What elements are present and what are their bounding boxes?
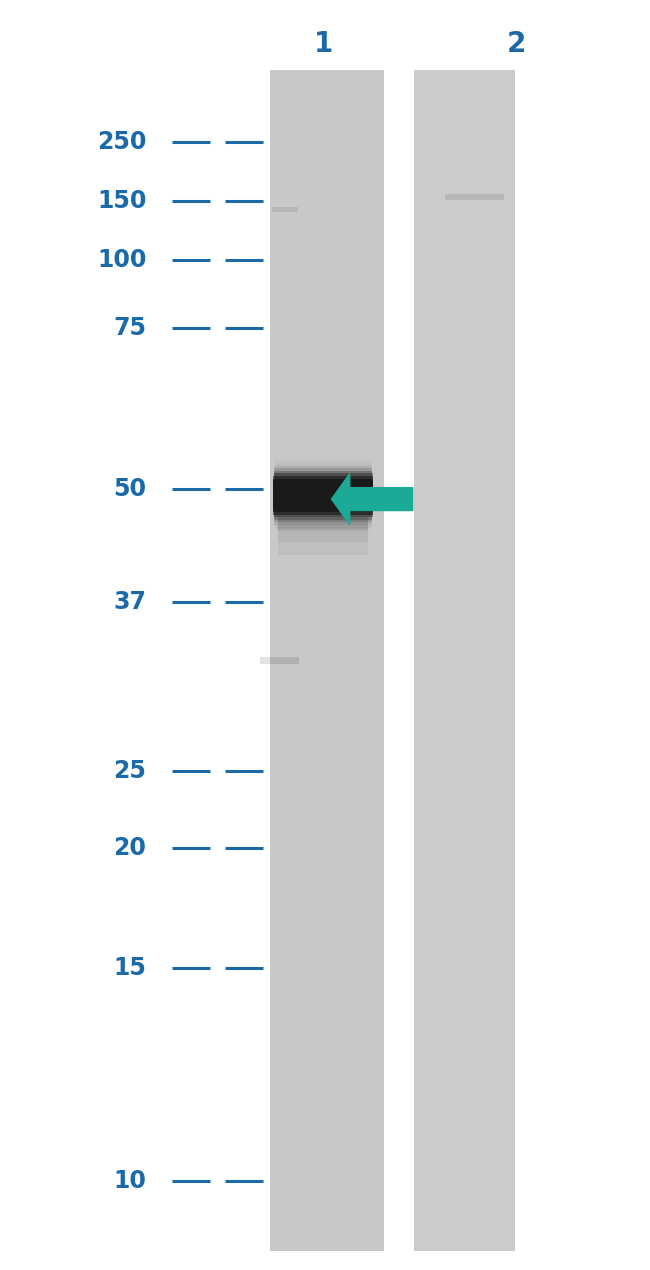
FancyArrow shape [332,474,413,525]
Text: 1: 1 [313,30,333,58]
Bar [273,479,373,512]
Bar [274,471,372,519]
Bar [278,517,369,530]
Text: 15: 15 [113,956,146,979]
Bar [274,466,372,525]
Bar [274,469,372,522]
Text: 75: 75 [113,316,146,339]
Bar [274,476,372,514]
Bar [270,70,384,1251]
Text: 25: 25 [113,759,146,782]
Bar [273,481,373,509]
Bar [275,461,371,530]
Bar [278,530,369,542]
Text: 10: 10 [113,1170,146,1193]
Bar [275,456,371,536]
Bar [273,484,373,507]
Bar [272,207,298,212]
Bar [445,193,504,199]
Text: 2: 2 [507,30,526,58]
Text: 37: 37 [113,591,146,613]
Text: 20: 20 [113,837,146,860]
Bar [275,458,371,532]
Text: 100: 100 [97,249,146,272]
Text: 50: 50 [113,478,146,500]
Bar [260,657,299,664]
Bar [274,474,372,517]
Bar [274,464,372,527]
Text: 150: 150 [97,189,146,212]
Bar [415,70,515,1251]
Text: 250: 250 [97,131,146,154]
Bar [278,542,369,555]
